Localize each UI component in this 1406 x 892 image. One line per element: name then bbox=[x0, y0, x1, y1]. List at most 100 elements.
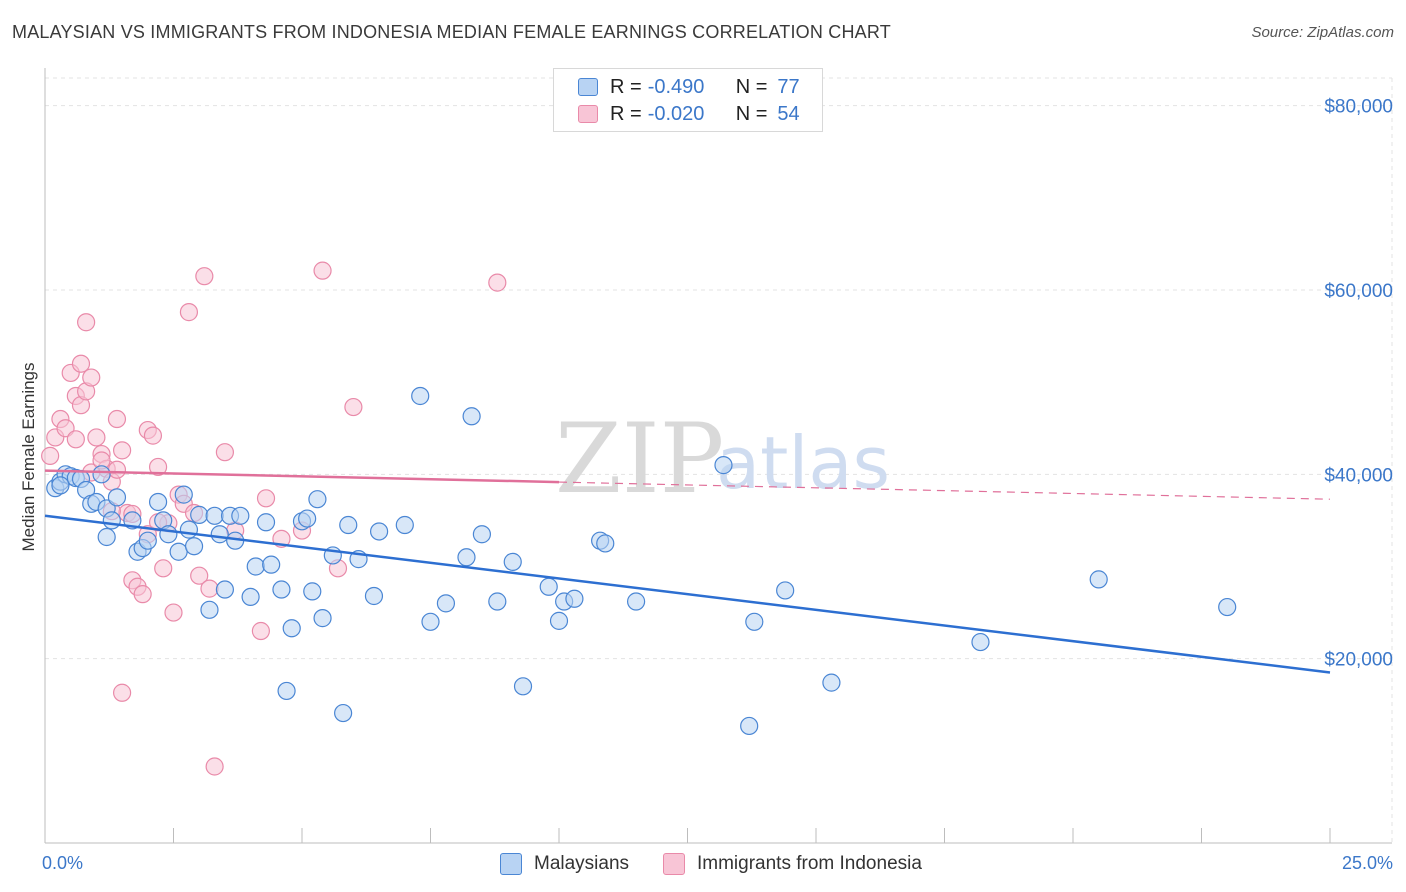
malaysian-point bbox=[231, 506, 250, 525]
malaysian-point bbox=[205, 506, 224, 525]
malaysian-point bbox=[51, 476, 70, 495]
y-tick-label: $20,000 bbox=[1324, 650, 1393, 671]
malaysian-point bbox=[364, 586, 384, 606]
indonesia-point bbox=[215, 443, 234, 462]
malaysian-point bbox=[334, 703, 353, 723]
chart-title: MALAYSIAN VS IMMIGRANTS FROM INDONESIA M… bbox=[12, 22, 891, 42]
indonesia-point bbox=[488, 273, 507, 292]
n-value: 54 bbox=[777, 102, 800, 125]
malaysian-point bbox=[102, 511, 121, 530]
y-axis-label: Median Female Earnings bbox=[19, 363, 38, 552]
malaysian-point bbox=[174, 485, 193, 504]
indonesia-point bbox=[66, 430, 85, 449]
malaysian-point bbox=[503, 552, 522, 571]
indonesia-point bbox=[133, 585, 152, 604]
indonesia-point bbox=[313, 261, 332, 280]
malaysian-point bbox=[971, 632, 990, 652]
malaysian-point bbox=[169, 542, 188, 561]
malaysian-point bbox=[596, 534, 615, 553]
indonesia-point bbox=[256, 489, 276, 508]
indonesia-point bbox=[154, 559, 173, 578]
r-value: -0.490 bbox=[647, 75, 705, 98]
malaysian-point bbox=[262, 555, 281, 574]
n-label: N = bbox=[735, 75, 768, 98]
malaysian-point bbox=[776, 581, 795, 600]
x-tick-label: 0.0% bbox=[42, 853, 83, 873]
tick-labels: $20,000 $40,000 $60,000 $80,000 0.0% 25.0% bbox=[42, 97, 1393, 873]
malaysian-point bbox=[513, 677, 533, 696]
malaysians-swatch bbox=[578, 78, 598, 96]
y-tick-label: $40,000 bbox=[1324, 465, 1393, 486]
malaysian-point bbox=[215, 580, 234, 599]
indonesia-point bbox=[107, 409, 127, 429]
legend-label: Immigrants from Indonesia bbox=[697, 853, 922, 874]
legend-label: Malaysians bbox=[534, 853, 630, 874]
malaysian-point bbox=[298, 509, 317, 528]
malaysian-point bbox=[123, 511, 142, 530]
malaysians-trend-line-solid bbox=[44, 514, 1331, 674]
indonesia-point bbox=[71, 354, 91, 373]
malaysian-point bbox=[241, 587, 260, 607]
malaysian-point bbox=[1218, 597, 1237, 617]
malaysian-point bbox=[97, 527, 116, 547]
stats-legend: R = -0.490 N = 77 R = -0.020 N = 54 bbox=[553, 68, 823, 132]
malaysian-point bbox=[462, 407, 481, 426]
malaysian-point bbox=[339, 515, 358, 535]
malaysians-legend-swatch bbox=[500, 853, 522, 875]
indonesia-point bbox=[77, 313, 96, 332]
indonesia-point bbox=[344, 397, 363, 417]
stats-row-indonesia: R = -0.020 N = 54 bbox=[578, 101, 800, 127]
malaysian-point bbox=[107, 488, 127, 507]
malaysian-point bbox=[822, 673, 841, 692]
malaysian-point bbox=[277, 681, 296, 701]
malaysian-point bbox=[745, 612, 764, 631]
malaysian-point bbox=[714, 456, 733, 475]
trend-lines bbox=[44, 469, 1331, 674]
indonesia-point bbox=[164, 603, 183, 622]
indonesia-point bbox=[112, 441, 132, 460]
stats-row-malaysians: R = -0.490 N = 77 bbox=[578, 74, 800, 100]
malaysian-point bbox=[159, 525, 178, 544]
malaysian-point bbox=[370, 522, 389, 541]
malaysian-point bbox=[1089, 570, 1108, 589]
n-label: N = bbox=[735, 102, 768, 125]
malaysian-point bbox=[272, 580, 291, 599]
indonesia-point bbox=[87, 428, 106, 447]
malaysian-point bbox=[395, 515, 414, 535]
malaysian-point bbox=[313, 609, 332, 628]
watermark-zip: ZIP bbox=[555, 403, 724, 515]
bottom-legend: Malaysians Immigrants from Indonesia bbox=[0, 850, 1406, 878]
indonesia-point bbox=[82, 368, 101, 387]
malaysian-point bbox=[138, 531, 157, 550]
malaysian-point bbox=[740, 716, 759, 736]
malaysian-point bbox=[303, 582, 322, 601]
x-tick-label: 25.0% bbox=[1342, 853, 1393, 873]
indonesia-trend-line-dashed bbox=[558, 481, 1331, 500]
malaysian-point bbox=[457, 548, 476, 567]
malaysian-point bbox=[179, 520, 199, 539]
legend-item-indonesia[interactable]: Immigrants from Indonesia bbox=[663, 850, 922, 878]
indonesia-point bbox=[107, 460, 127, 479]
indonesia-point bbox=[148, 457, 168, 477]
r-value: -0.020 bbox=[647, 102, 705, 125]
indonesia-point bbox=[190, 566, 209, 585]
r-label: R = bbox=[610, 75, 642, 98]
malaysian-point bbox=[308, 490, 327, 509]
legend-item-malaysians[interactable]: Malaysians bbox=[500, 850, 629, 878]
y-tick-label: $80,000 bbox=[1324, 97, 1393, 118]
malaysian-point bbox=[436, 594, 456, 613]
source-label: Source: ZipAtlas.com bbox=[1251, 24, 1394, 41]
malaysian-point bbox=[421, 612, 440, 631]
malaysian-point bbox=[472, 525, 491, 544]
watermark: ZIP atlas bbox=[555, 403, 890, 515]
series-malaysians-points bbox=[46, 386, 1237, 736]
indonesia-swatch bbox=[578, 105, 598, 123]
indonesia-legend-swatch bbox=[663, 853, 685, 875]
indonesia-point bbox=[179, 303, 199, 322]
malaysian-point bbox=[200, 600, 219, 619]
malaysian-point bbox=[539, 577, 558, 596]
r-label: R = bbox=[610, 102, 642, 125]
malaysian-point bbox=[246, 557, 265, 576]
indonesia-point bbox=[205, 757, 224, 776]
